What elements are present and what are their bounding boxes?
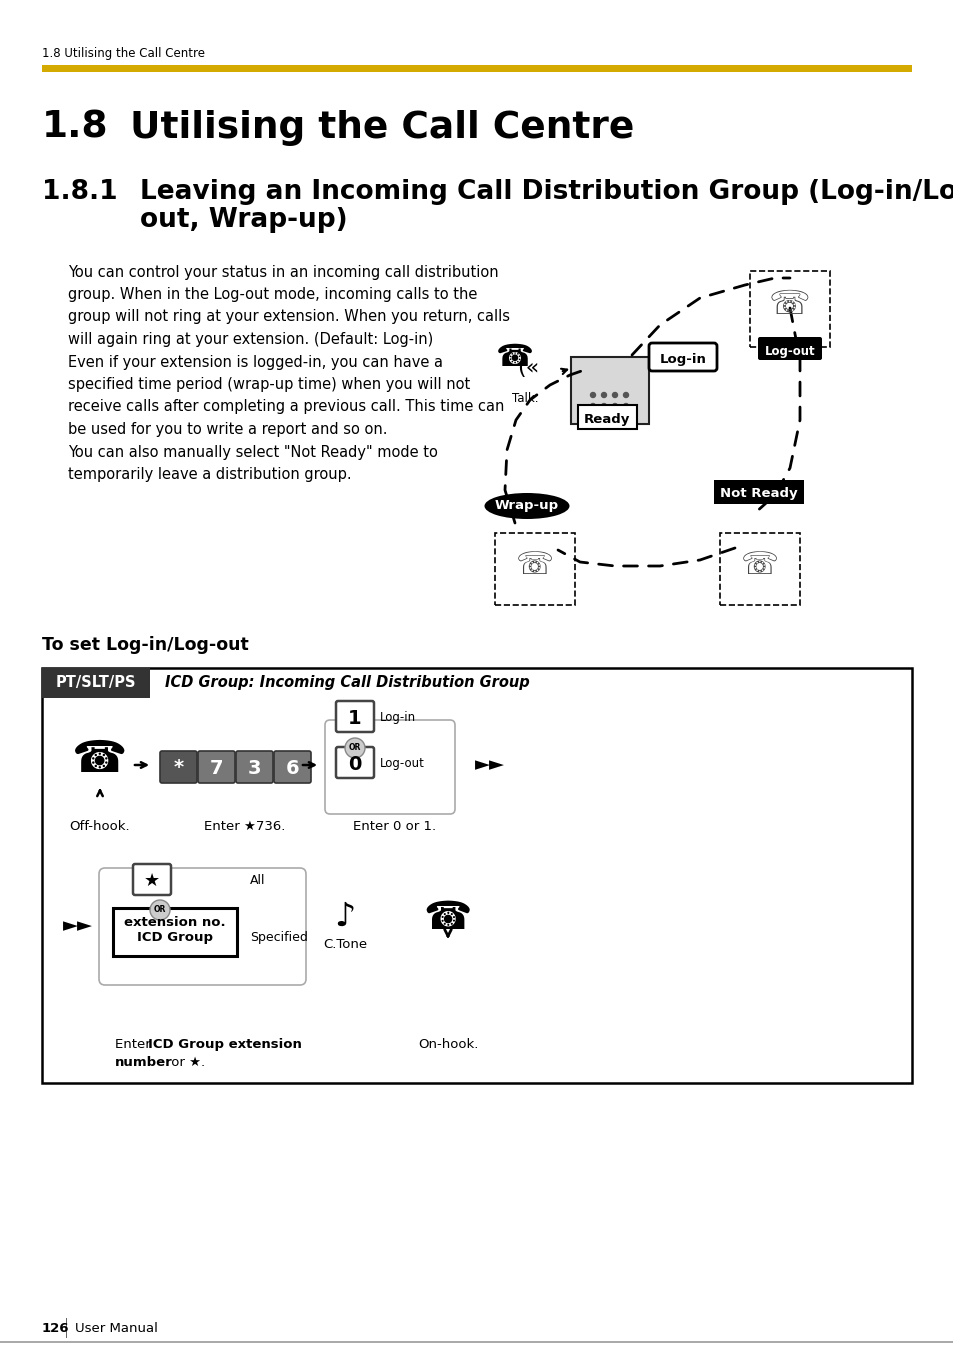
Text: («: («: [517, 358, 538, 378]
Circle shape: [601, 393, 606, 397]
Circle shape: [601, 404, 606, 408]
Text: Log-out: Log-out: [764, 345, 815, 358]
Text: To set Log-in/Log-out: To set Log-in/Log-out: [42, 636, 249, 654]
FancyBboxPatch shape: [132, 865, 171, 894]
Circle shape: [601, 415, 606, 420]
Circle shape: [623, 404, 628, 408]
Circle shape: [590, 415, 595, 420]
Text: specified time period (wrap-up time) when you will not: specified time period (wrap-up time) whe…: [68, 377, 470, 392]
Circle shape: [150, 900, 170, 920]
Text: ICD Group: ICD Group: [137, 931, 213, 943]
Text: ►►: ►►: [475, 755, 504, 774]
Text: group. When in the Log-out mode, incoming calls to the: group. When in the Log-out mode, incomin…: [68, 286, 476, 303]
Circle shape: [345, 738, 365, 758]
Text: Log-in: Log-in: [659, 353, 706, 366]
Text: Wrap-up: Wrap-up: [495, 500, 558, 512]
Bar: [66, 1319, 68, 1337]
Bar: [42, 65, 911, 72]
Text: ☎: ☎: [72, 739, 128, 781]
Text: On-hook.: On-hook.: [417, 1038, 477, 1051]
Text: Not Ready: Not Ready: [720, 488, 797, 500]
Text: will again ring at your extension. (Default: Log-in): will again ring at your extension. (Defa…: [68, 332, 433, 347]
Text: Enter ★736.: Enter ★736.: [204, 820, 285, 834]
Text: 1.8 Utilising the Call Centre: 1.8 Utilising the Call Centre: [42, 46, 205, 59]
Text: Even if your extension is logged-in, you can have a: Even if your extension is logged-in, you…: [68, 354, 442, 370]
Text: Enter: Enter: [115, 1038, 154, 1051]
Text: User Manual: User Manual: [75, 1321, 157, 1335]
Text: be used for you to write a report and so on.: be used for you to write a report and so…: [68, 422, 387, 436]
Circle shape: [612, 415, 617, 420]
Text: Specified: Specified: [250, 931, 308, 943]
Text: ►►: ►►: [63, 916, 92, 935]
Text: 1: 1: [348, 708, 361, 727]
Text: ★: ★: [144, 871, 160, 890]
Circle shape: [590, 393, 595, 397]
Text: extension no.: extension no.: [124, 916, 226, 929]
Text: 3: 3: [248, 758, 261, 777]
Text: C.Tone: C.Tone: [323, 938, 367, 951]
Circle shape: [590, 404, 595, 408]
Text: ♪: ♪: [334, 900, 355, 932]
FancyBboxPatch shape: [42, 667, 150, 698]
Text: 7: 7: [210, 758, 223, 777]
Text: ☏: ☏: [740, 550, 779, 580]
Text: temporarily leave a distribution group.: temporarily leave a distribution group.: [68, 467, 352, 482]
Text: You can control your status in an incoming call distribution: You can control your status in an incomi…: [68, 265, 498, 280]
Circle shape: [612, 393, 617, 397]
Text: 126: 126: [42, 1321, 70, 1335]
Text: PT/SLT/PS: PT/SLT/PS: [55, 676, 136, 690]
Text: 0: 0: [348, 754, 361, 774]
Text: 1.8: 1.8: [42, 109, 109, 146]
Text: receive calls after completing a previous call. This time can: receive calls after completing a previou…: [68, 400, 504, 415]
Text: You can also manually select "Not Ready" mode to: You can also manually select "Not Ready"…: [68, 444, 437, 459]
Text: Utilising the Call Centre: Utilising the Call Centre: [130, 109, 634, 146]
Circle shape: [612, 404, 617, 408]
FancyBboxPatch shape: [571, 357, 648, 424]
Bar: [0, 1342, 953, 1343]
FancyBboxPatch shape: [578, 405, 637, 430]
FancyBboxPatch shape: [758, 336, 821, 359]
Text: Log-in: Log-in: [379, 712, 416, 724]
Text: ICD Group extension: ICD Group extension: [148, 1038, 301, 1051]
Text: OR: OR: [349, 743, 361, 751]
Text: Off-hook.: Off-hook.: [70, 820, 131, 834]
FancyBboxPatch shape: [274, 751, 311, 784]
FancyBboxPatch shape: [749, 272, 829, 347]
Text: or ★.: or ★.: [167, 1056, 205, 1069]
FancyBboxPatch shape: [495, 534, 575, 605]
FancyBboxPatch shape: [99, 867, 306, 985]
Text: OR: OR: [153, 905, 166, 913]
Text: 6: 6: [285, 758, 299, 777]
FancyBboxPatch shape: [335, 747, 374, 778]
Text: All: All: [250, 874, 265, 888]
Text: Log-out: Log-out: [379, 758, 424, 770]
FancyBboxPatch shape: [160, 751, 196, 784]
FancyBboxPatch shape: [648, 343, 717, 372]
Text: ☏: ☏: [516, 550, 554, 580]
Text: Talk.: Talk.: [511, 392, 537, 404]
Text: Ready: Ready: [583, 412, 630, 426]
Text: out, Wrap-up): out, Wrap-up): [140, 207, 347, 232]
Text: Enter 0 or 1.: Enter 0 or 1.: [353, 820, 436, 834]
FancyBboxPatch shape: [713, 480, 803, 504]
Ellipse shape: [484, 493, 569, 519]
Circle shape: [623, 415, 628, 420]
FancyBboxPatch shape: [335, 701, 374, 732]
Circle shape: [623, 393, 628, 397]
Text: *: *: [173, 758, 183, 777]
FancyBboxPatch shape: [198, 751, 234, 784]
FancyBboxPatch shape: [235, 751, 273, 784]
FancyBboxPatch shape: [325, 720, 455, 815]
Text: group will not ring at your extension. When you return, calls: group will not ring at your extension. W…: [68, 309, 510, 324]
Text: ☏: ☏: [768, 289, 810, 322]
Text: ICD Group: Incoming Call Distribution Group: ICD Group: Incoming Call Distribution Gr…: [165, 676, 529, 690]
Text: number: number: [115, 1056, 172, 1069]
Text: ☎: ☎: [496, 343, 534, 373]
Text: ☎: ☎: [423, 898, 472, 938]
FancyBboxPatch shape: [112, 908, 236, 957]
FancyBboxPatch shape: [42, 667, 911, 1084]
Text: Leaving an Incoming Call Distribution Group (Log-in/Log-: Leaving an Incoming Call Distribution Gr…: [140, 178, 953, 205]
FancyBboxPatch shape: [720, 534, 800, 605]
Text: 1.8.1: 1.8.1: [42, 178, 117, 205]
